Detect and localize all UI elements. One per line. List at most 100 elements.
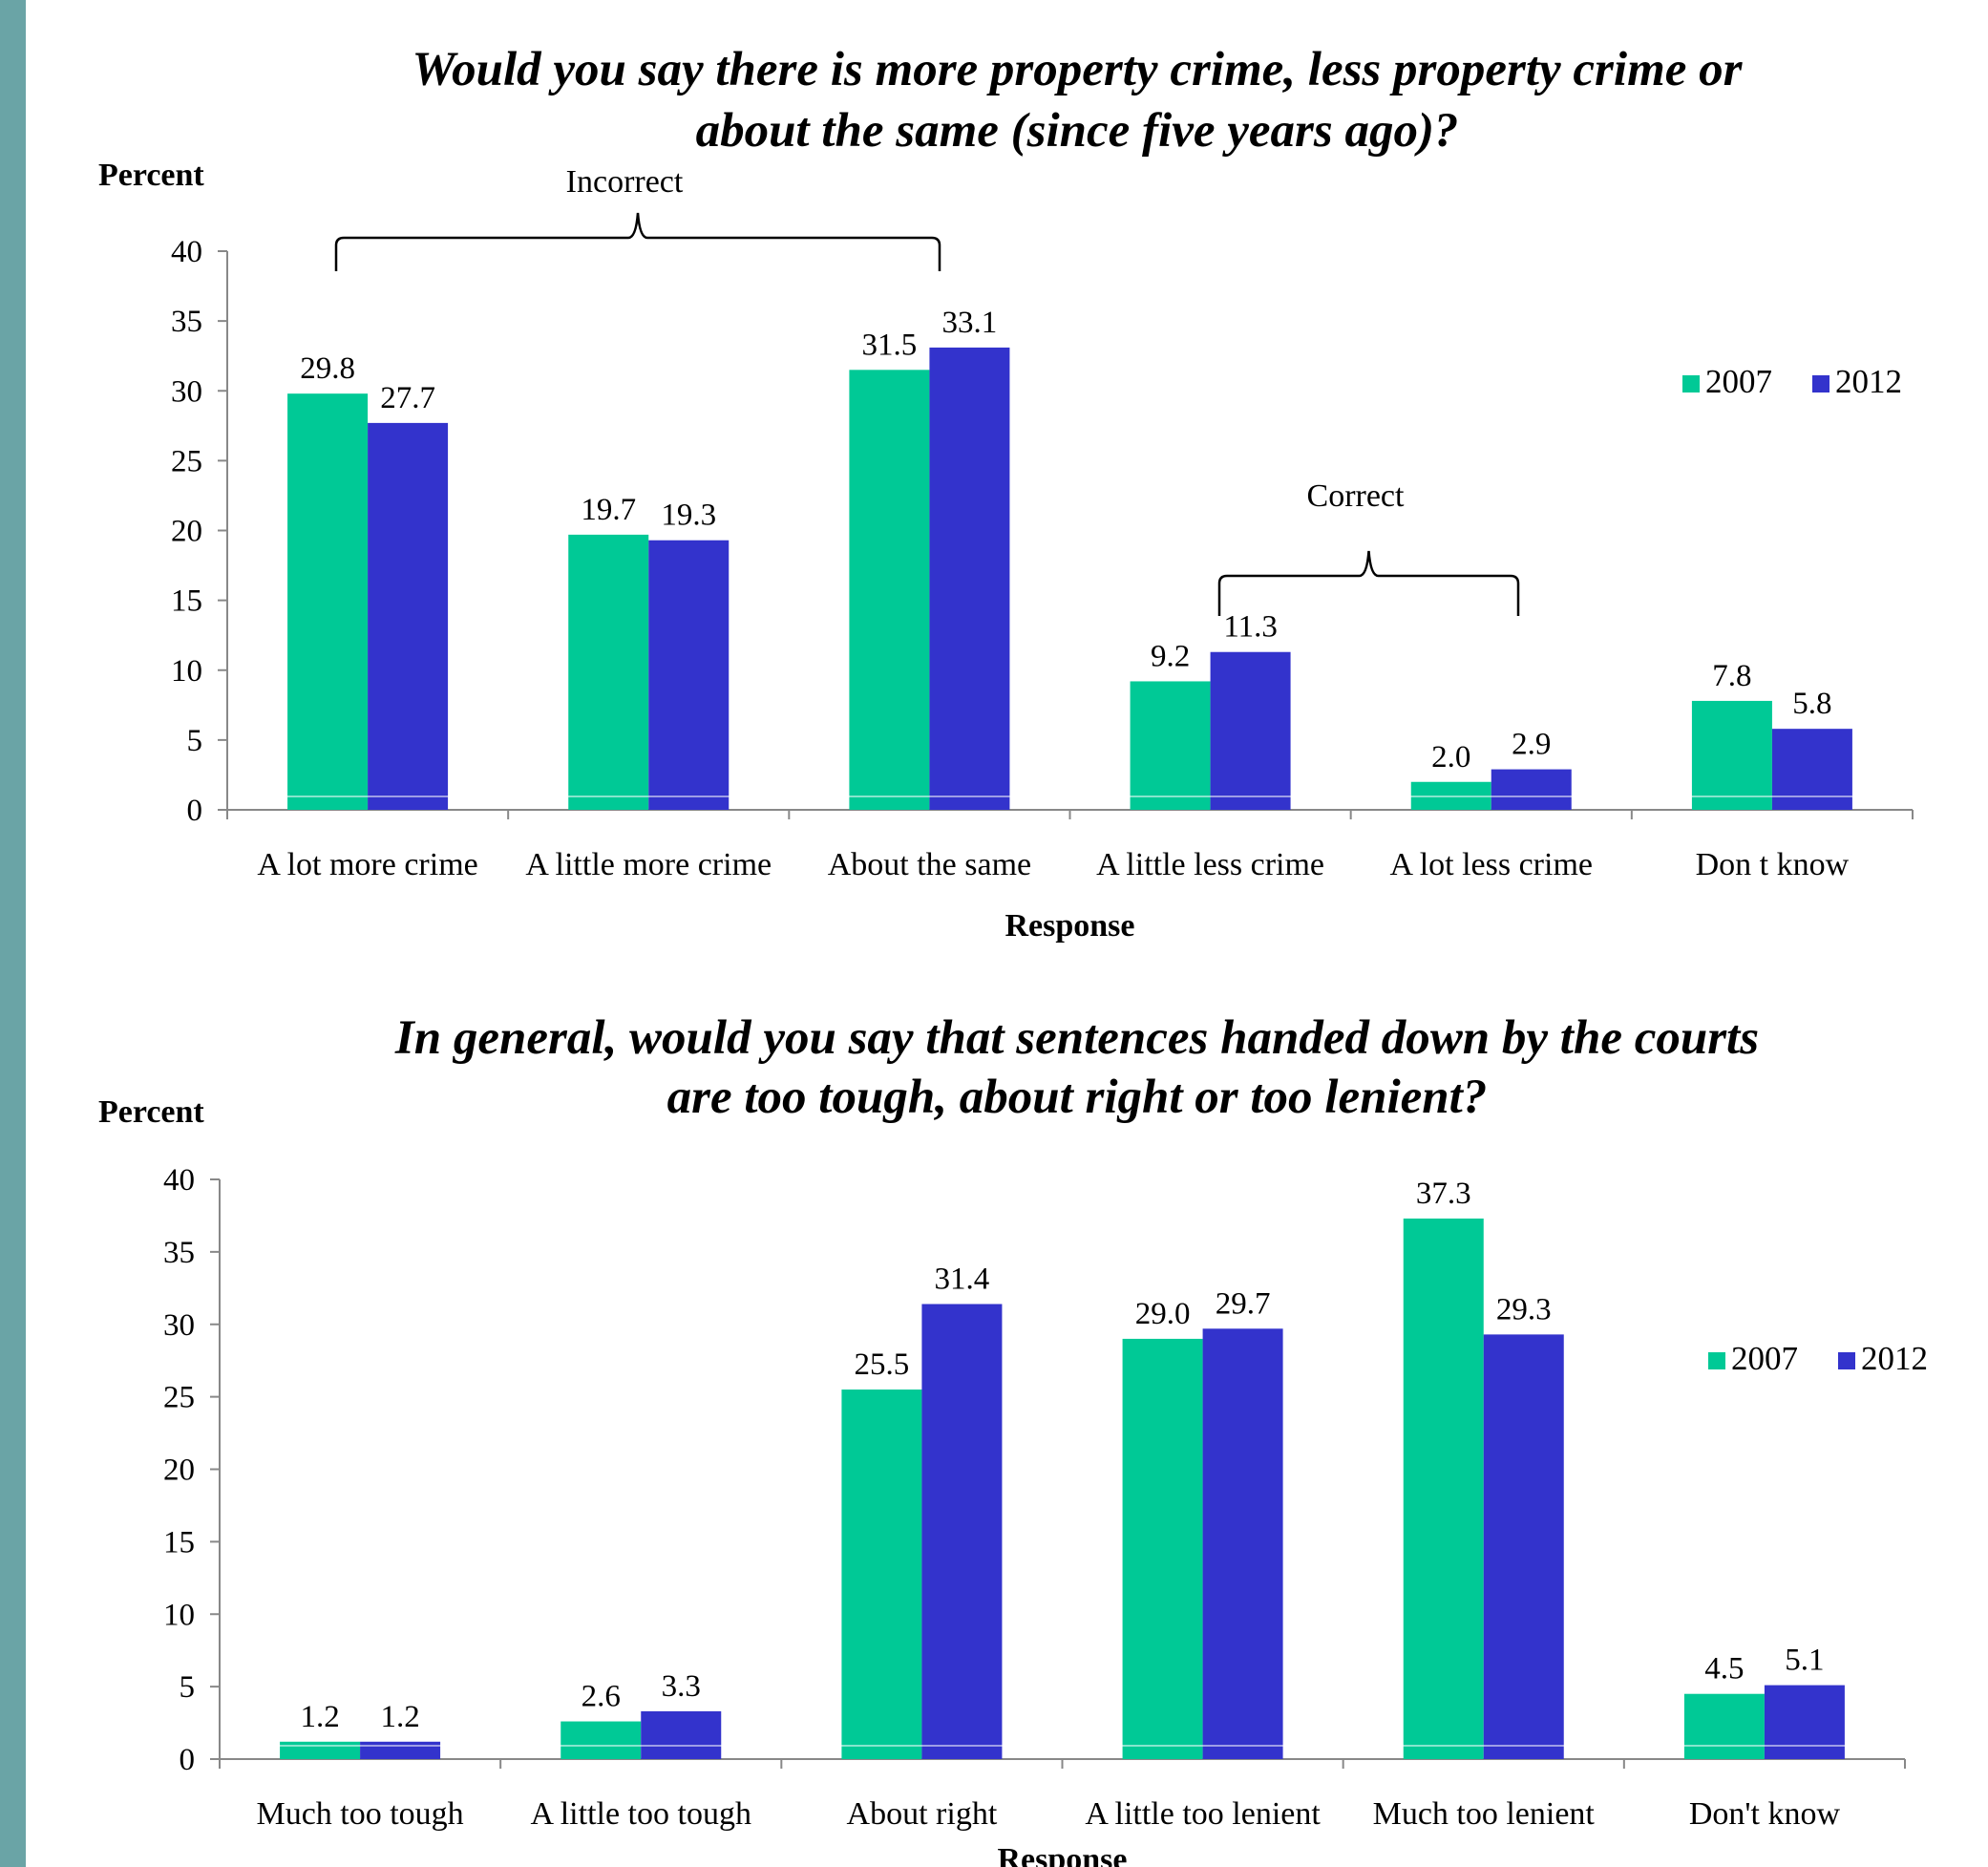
data-label-2012: 1.2 — [380, 1700, 419, 1734]
y-tick-label: 25 — [171, 444, 202, 478]
bar-2007 — [1691, 700, 1772, 810]
y-tick-label: 35 — [163, 1236, 195, 1270]
legend: 2007 2012 — [1708, 1340, 1928, 1377]
bar-2012 — [1491, 769, 1572, 810]
x-category-label: About the same — [828, 847, 1031, 882]
bar-2012 — [1483, 1334, 1564, 1759]
chart-title-line: In general, would you say that sentences… — [394, 1011, 1759, 1065]
annotation-brace — [334, 212, 941, 271]
legend-swatch-2007 — [1708, 1352, 1725, 1369]
x-category-label: A little more crime — [525, 847, 772, 882]
bar-2012 — [368, 422, 449, 810]
data-label-2012: 2.9 — [1512, 728, 1551, 762]
annotation-label: Correct — [1307, 478, 1406, 514]
legend: 2007 2012 — [1682, 363, 1902, 400]
bar-2007 — [841, 1390, 922, 1759]
bar-2007 — [560, 1721, 642, 1759]
data-label-2007: 29.8 — [300, 351, 355, 386]
y-tick-label: 15 — [163, 1525, 195, 1559]
legend-swatch-2012 — [1812, 375, 1829, 392]
data-label-2007: 9.2 — [1151, 639, 1190, 673]
x-category-label: A little too tough — [531, 1796, 751, 1832]
data-label-2012: 33.1 — [942, 306, 998, 340]
legend-swatch-2012 — [1838, 1352, 1855, 1369]
x-category-label: Don t know — [1696, 847, 1850, 882]
legend-label-2007: 2007 — [1731, 1340, 1798, 1377]
y-axis-label: Percent — [98, 1094, 204, 1130]
data-label-2012: 11.3 — [1223, 610, 1278, 645]
bar-2012 — [1202, 1328, 1283, 1759]
bar-2012 — [921, 1304, 1003, 1759]
data-label-2012: 31.4 — [935, 1262, 990, 1297]
y-tick-label: 20 — [171, 515, 202, 549]
bar-2012 — [929, 347, 1010, 810]
y-tick-label: 0 — [187, 794, 203, 828]
data-label-2012: 3.3 — [662, 1669, 701, 1704]
bar-2007 — [568, 534, 649, 810]
data-label-2007: 2.0 — [1431, 740, 1470, 774]
annotation-label: Incorrect — [566, 164, 684, 200]
y-tick-label: 5 — [187, 724, 203, 758]
chart-title-line: are too tough, about right or too lenien… — [667, 1071, 1488, 1124]
x-category-label: About right — [847, 1796, 998, 1832]
y-tick-label: 30 — [171, 374, 202, 409]
legend-label-2007: 2007 — [1705, 363, 1772, 400]
bar-2012 — [1771, 729, 1852, 810]
data-label-2012: 5.8 — [1792, 687, 1831, 721]
x-category-label: A lot less crime — [1390, 847, 1593, 882]
data-label-2007: 19.7 — [581, 493, 636, 527]
bar-2012 — [648, 540, 730, 810]
bar-2007 — [849, 370, 930, 810]
bar-2007 — [1683, 1693, 1765, 1759]
data-label-2012: 27.7 — [380, 381, 435, 415]
y-tick-label: 40 — [163, 1163, 195, 1198]
data-label-2007: 2.6 — [582, 1680, 621, 1714]
bar-2007 — [1130, 681, 1211, 810]
chart-title-line: Would you say there is more property cri… — [412, 43, 1744, 96]
y-axis-label: Percent — [98, 158, 204, 193]
data-label-2007: 37.3 — [1416, 1177, 1471, 1211]
y-tick-label: 15 — [171, 584, 202, 619]
data-label-2012: 29.3 — [1496, 1292, 1552, 1326]
x-category-label: Don't know — [1689, 1796, 1841, 1832]
data-label-2012: 5.1 — [1785, 1644, 1824, 1678]
bar-2007 — [287, 393, 369, 810]
data-label-2012: 19.3 — [661, 499, 716, 533]
data-label-2012: 29.7 — [1216, 1286, 1271, 1321]
legend-label-2012: 2012 — [1835, 363, 1902, 400]
annotation-brace — [1217, 550, 1520, 616]
y-tick-label: 10 — [163, 1598, 195, 1632]
chart-2: In general, would you say that sentences… — [98, 1011, 1928, 1867]
x-axis-label: Response — [997, 1842, 1127, 1867]
y-tick-label: 40 — [171, 235, 202, 269]
x-axis-label: Response — [1005, 908, 1134, 944]
bar-2012 — [1764, 1685, 1845, 1759]
left-accent-bar — [0, 0, 26, 1867]
x-category-label: A lot more crime — [257, 847, 477, 882]
data-label-2007: 29.0 — [1135, 1297, 1191, 1331]
bar-2012 — [641, 1710, 722, 1759]
x-category-label: A little too lenient — [1085, 1796, 1321, 1832]
y-tick-label: 5 — [180, 1670, 196, 1705]
bar-2012 — [360, 1741, 441, 1759]
y-tick-label: 25 — [163, 1381, 195, 1415]
bar-2007 — [1403, 1218, 1484, 1759]
bar-2012 — [1210, 651, 1291, 810]
y-tick-label: 35 — [171, 305, 202, 339]
legend-label-2012: 2012 — [1861, 1340, 1928, 1377]
data-label-2007: 4.5 — [1704, 1652, 1744, 1687]
chart-title-line: about the same (since five years ago)? — [696, 104, 1459, 158]
x-category-label: A little less crime — [1096, 847, 1324, 882]
x-category-label: Much too lenient — [1373, 1796, 1596, 1832]
data-label-2007: 7.8 — [1712, 659, 1751, 693]
data-label-2007: 31.5 — [862, 328, 918, 362]
chart-1: Would you say there is more property cri… — [98, 43, 1914, 944]
data-label-2007: 25.5 — [855, 1347, 910, 1382]
x-category-label: Much too tough — [256, 1796, 463, 1832]
legend-swatch-2007 — [1682, 375, 1700, 392]
y-tick-label: 10 — [171, 654, 202, 689]
y-tick-label: 30 — [163, 1308, 195, 1343]
data-label-2007: 1.2 — [300, 1700, 339, 1734]
y-tick-label: 0 — [180, 1743, 196, 1777]
